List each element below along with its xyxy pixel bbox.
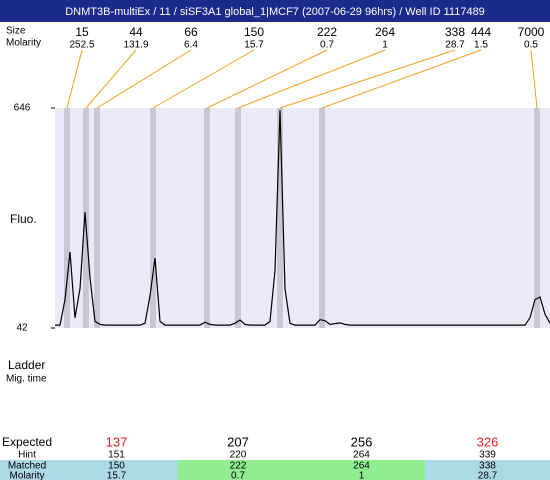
molarity: 28.7 xyxy=(478,471,498,480)
plot-area xyxy=(55,108,550,328)
matched: 150 xyxy=(108,461,125,472)
ladder-leader xyxy=(152,49,255,109)
ladder-molarity: 131.9 xyxy=(123,40,148,51)
ladder-leader xyxy=(66,49,83,109)
row-label: Matched xyxy=(8,461,46,472)
ladder-size: 66 xyxy=(184,25,198,39)
ladder-size: 44 xyxy=(129,25,143,39)
ladder-leader xyxy=(279,49,456,109)
row-label: Molarity xyxy=(9,471,44,480)
molarity-label: Molarity xyxy=(6,38,41,49)
ladder-band xyxy=(235,108,241,328)
ladder-band xyxy=(319,108,325,328)
matched: 222 xyxy=(230,461,247,472)
ladder-leader xyxy=(321,49,482,109)
hint: 339 xyxy=(479,450,496,461)
ladder-leader xyxy=(530,49,538,109)
y-axis-label: Fluo. xyxy=(10,212,37,226)
expected: 207 xyxy=(227,434,249,449)
ladder-leader xyxy=(96,49,192,109)
ladder-leader xyxy=(85,49,137,109)
label-bg xyxy=(0,460,55,480)
ladder-band xyxy=(94,108,100,328)
ladder-molarity: 252.5 xyxy=(69,40,94,51)
ladder-leader xyxy=(206,49,328,109)
hint: 151 xyxy=(108,450,125,461)
cell-bg xyxy=(178,460,298,480)
ladder-band xyxy=(64,108,70,328)
title-bar xyxy=(0,0,550,22)
ladder-molarity: 0.5 xyxy=(524,40,538,51)
ladder-size: 150 xyxy=(244,25,264,39)
cell-bg xyxy=(298,460,425,480)
size-label: Size xyxy=(6,26,26,37)
ladder-molarity: 6.4 xyxy=(184,40,198,51)
molarity: 0.7 xyxy=(231,471,245,480)
title: DNMT3B-multiEx / 11 / siSF3A1 global_1|M… xyxy=(65,6,485,18)
mig-time-label: Mig. time xyxy=(6,374,47,385)
y-tick-label: 646 xyxy=(14,103,31,114)
molarity: 1 xyxy=(359,471,365,480)
ladder-size: 15 xyxy=(75,25,89,39)
expected: 137 xyxy=(106,434,128,449)
ladder-label: Ladder xyxy=(8,358,45,372)
matched: 338 xyxy=(479,461,496,472)
hint: 220 xyxy=(230,450,247,461)
ladder-band xyxy=(204,108,210,328)
ladder-size: 264 xyxy=(375,25,395,39)
ladder-molarity: 1 xyxy=(382,40,388,51)
ladder-band xyxy=(277,108,283,328)
ladder-molarity: 15.7 xyxy=(244,40,264,51)
ladder-size: 7000 xyxy=(518,25,545,39)
ladder-molarity: 1.5 xyxy=(474,40,488,51)
ladder-size: 222 xyxy=(317,25,337,39)
ladder-band xyxy=(150,108,156,328)
ladder-size: 338 xyxy=(445,25,465,39)
cell-bg xyxy=(425,460,550,480)
ladder-molarity: 0.7 xyxy=(320,40,334,51)
matched: 264 xyxy=(353,461,370,472)
expected: 256 xyxy=(351,434,373,449)
ladder-size: 444 xyxy=(471,25,491,39)
hint: 264 xyxy=(353,450,370,461)
expected: 326 xyxy=(477,434,499,449)
trace xyxy=(55,110,550,326)
ladder-band xyxy=(534,108,540,328)
row-label: Expected xyxy=(2,435,52,449)
cell-bg xyxy=(55,460,178,480)
y-tick-label: 42 xyxy=(16,323,28,334)
molarity: 15.7 xyxy=(107,471,127,480)
row-label: Hint xyxy=(18,450,36,461)
ladder-molarity: 28.7 xyxy=(445,40,465,51)
ladder-leader xyxy=(237,49,386,109)
